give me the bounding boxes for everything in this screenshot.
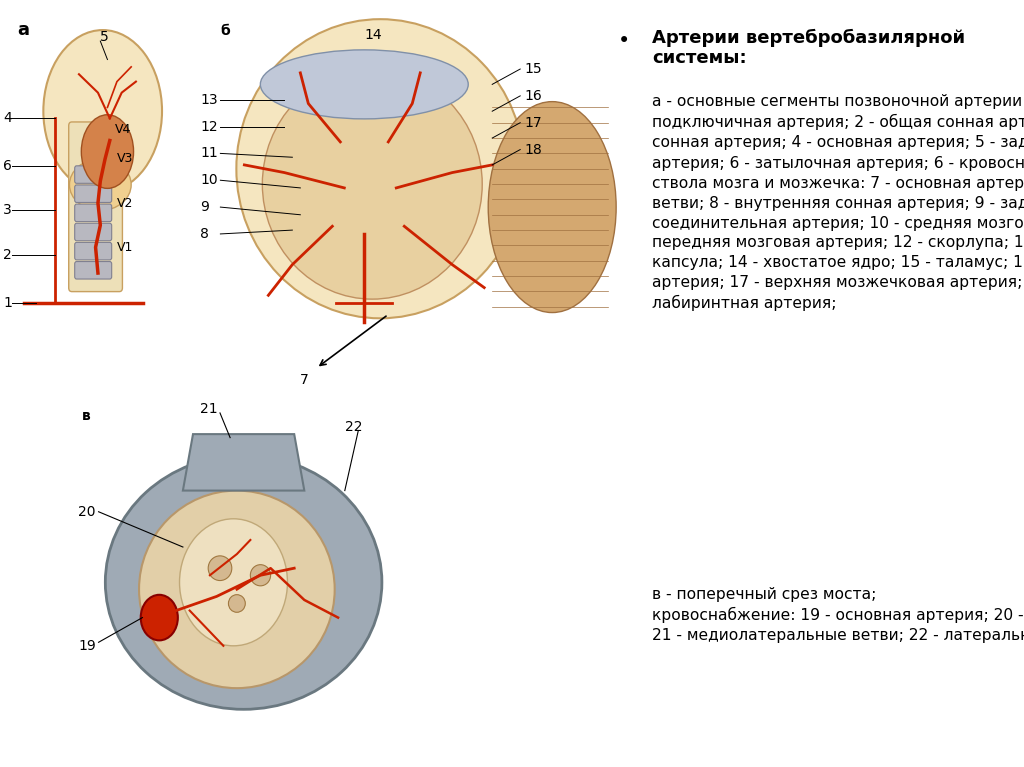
Text: 16: 16 xyxy=(524,89,542,103)
Ellipse shape xyxy=(250,565,270,586)
Ellipse shape xyxy=(488,102,616,313)
Text: 14: 14 xyxy=(365,28,382,41)
Ellipse shape xyxy=(228,594,246,612)
Ellipse shape xyxy=(43,30,162,192)
Text: V4: V4 xyxy=(115,123,131,136)
Text: 12: 12 xyxy=(201,120,218,133)
Text: 19: 19 xyxy=(78,639,96,653)
Text: 3: 3 xyxy=(3,203,11,218)
FancyBboxPatch shape xyxy=(75,204,112,222)
FancyBboxPatch shape xyxy=(75,185,112,202)
Text: в - поперечный срез моста;
кровоснабжение: 19 - основная артерия; 20 - медиальны: в - поперечный срез моста; кровоснабжени… xyxy=(652,587,1024,643)
Ellipse shape xyxy=(208,556,231,581)
Text: V1: V1 xyxy=(117,241,133,254)
Text: 15: 15 xyxy=(524,62,542,76)
Text: •: • xyxy=(617,31,630,51)
Text: 5: 5 xyxy=(100,31,110,44)
Polygon shape xyxy=(183,434,304,491)
Text: 7: 7 xyxy=(300,373,309,387)
Text: б: б xyxy=(220,24,230,38)
Ellipse shape xyxy=(81,115,133,189)
Text: Артерии вертебробазилярной
системы:: Артерии вертебробазилярной системы: xyxy=(652,28,966,67)
Text: 22: 22 xyxy=(345,420,362,434)
Text: V2: V2 xyxy=(117,196,133,209)
Ellipse shape xyxy=(260,50,468,119)
Text: в: в xyxy=(82,410,90,423)
Text: а: а xyxy=(17,21,30,39)
Text: 2: 2 xyxy=(3,248,11,262)
FancyBboxPatch shape xyxy=(69,122,123,291)
Text: V3: V3 xyxy=(117,153,133,166)
Ellipse shape xyxy=(105,456,382,709)
FancyBboxPatch shape xyxy=(75,242,112,260)
Circle shape xyxy=(140,595,178,640)
Ellipse shape xyxy=(179,518,288,646)
Text: а - основные сегменты позвоночной артерии (V1-V4): 1 -
подключичная артерия; 2 -: а - основные сегменты позвоночной артери… xyxy=(652,94,1024,311)
Text: 17: 17 xyxy=(524,116,542,130)
Text: 21: 21 xyxy=(200,403,217,416)
Text: 1: 1 xyxy=(3,295,12,310)
Ellipse shape xyxy=(70,159,131,210)
Ellipse shape xyxy=(262,69,482,299)
Text: 9: 9 xyxy=(201,200,209,214)
Ellipse shape xyxy=(237,19,524,318)
Text: 13: 13 xyxy=(201,93,218,107)
FancyBboxPatch shape xyxy=(75,223,112,241)
Text: 4: 4 xyxy=(3,111,11,126)
FancyBboxPatch shape xyxy=(75,166,112,183)
Text: 10: 10 xyxy=(201,173,218,187)
Text: 11: 11 xyxy=(201,146,218,160)
Text: 18: 18 xyxy=(524,143,542,156)
Text: 8: 8 xyxy=(201,227,209,241)
Ellipse shape xyxy=(139,491,335,688)
Text: 6: 6 xyxy=(3,160,12,173)
Text: 20: 20 xyxy=(78,505,96,518)
FancyBboxPatch shape xyxy=(75,262,112,279)
